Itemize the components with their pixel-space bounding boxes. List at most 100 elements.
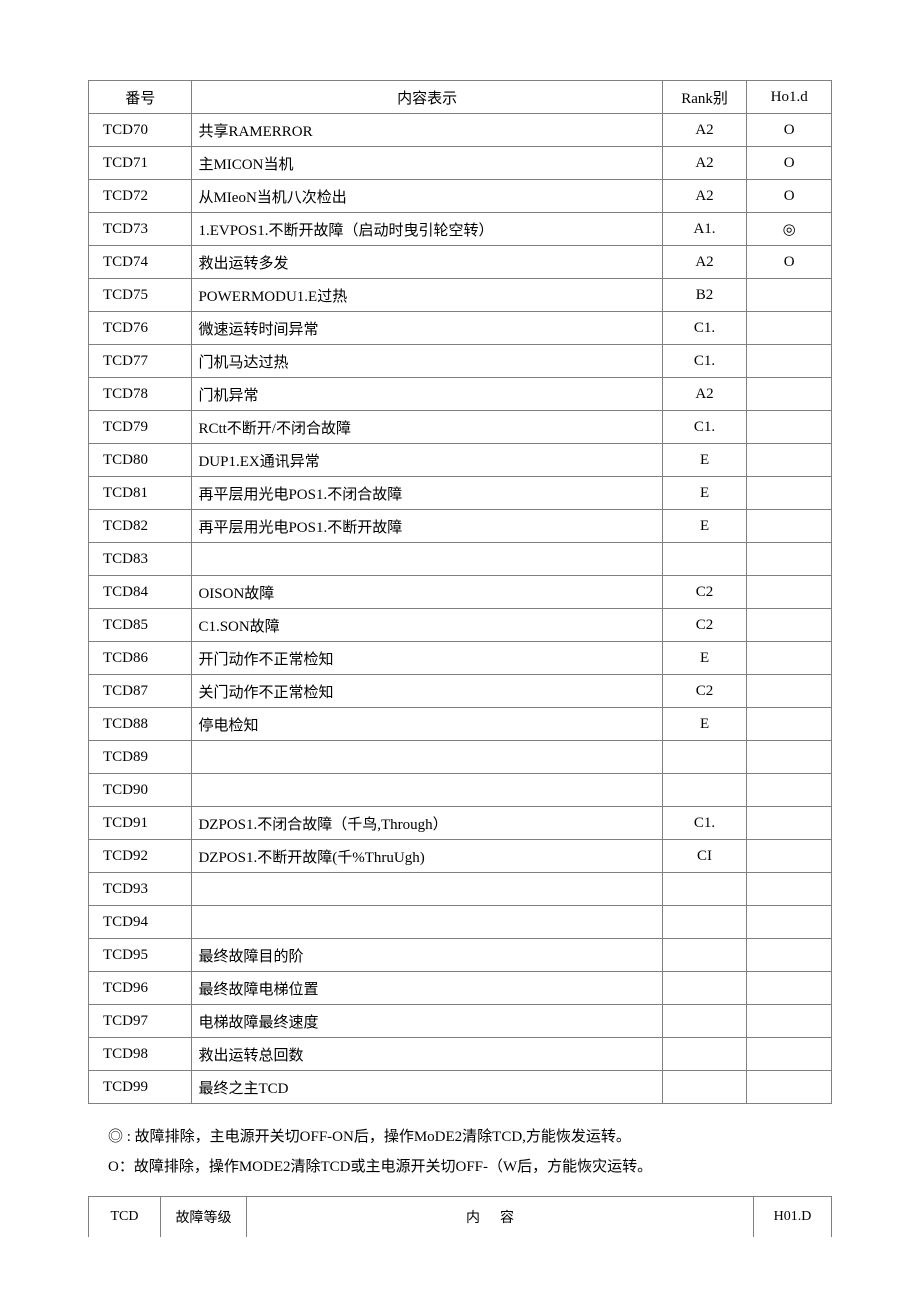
cell-rank: C1. bbox=[662, 312, 747, 345]
cell-hold bbox=[747, 873, 832, 906]
cell-hold bbox=[747, 972, 832, 1005]
cell-hold bbox=[747, 378, 832, 411]
table-row: TCD80DUP1.EX通讯异常E bbox=[89, 444, 832, 477]
cell-id: TCD94 bbox=[89, 906, 192, 939]
cell-rank bbox=[662, 1005, 747, 1038]
cell-rank: E bbox=[662, 477, 747, 510]
cell-hold bbox=[747, 774, 832, 807]
cell-rank bbox=[662, 972, 747, 1005]
cell-rank: A2 bbox=[662, 114, 747, 147]
cell-rank: A2 bbox=[662, 147, 747, 180]
cell-id: TCD71 bbox=[89, 147, 192, 180]
col2-content: 内容 bbox=[247, 1197, 754, 1238]
table-row: TCD99最终之主TCD bbox=[89, 1071, 832, 1104]
cell-desc: 最终之主TCD bbox=[192, 1071, 662, 1104]
cell-id: TCD80 bbox=[89, 444, 192, 477]
cell-id: TCD75 bbox=[89, 279, 192, 312]
cell-id: TCD95 bbox=[89, 939, 192, 972]
cell-rank: B2 bbox=[662, 279, 747, 312]
cell-id: TCD78 bbox=[89, 378, 192, 411]
table-row: TCD83 bbox=[89, 543, 832, 576]
table-row: TCD97电梯故障最终速度 bbox=[89, 1005, 832, 1038]
cell-desc: 从MIeoN当机八次检出 bbox=[192, 180, 662, 213]
cell-desc: C1.SON故障 bbox=[192, 609, 662, 642]
cell-rank bbox=[662, 543, 747, 576]
cell-id: TCD85 bbox=[89, 609, 192, 642]
cell-hold bbox=[747, 1005, 832, 1038]
cell-hold bbox=[747, 741, 832, 774]
table-row: TCD88停电检知E bbox=[89, 708, 832, 741]
col2-hold: H01.D bbox=[754, 1197, 832, 1238]
table-row: TCD82再平层用光电POS1.不断开故障E bbox=[89, 510, 832, 543]
note-line-1: ◎ : 故障排除，主电源开关切OFF-ON后，操作MoDE2清除TCD,方能恢发… bbox=[108, 1122, 832, 1152]
cell-rank bbox=[662, 1038, 747, 1071]
cell-rank bbox=[662, 741, 747, 774]
table-row: TCD91DZPOS1.不闭合故障（千鸟,Through）C1. bbox=[89, 807, 832, 840]
table-row: TCD81再平层用光电POS1.不闭合故障E bbox=[89, 477, 832, 510]
cell-desc: DUP1.EX通讯异常 bbox=[192, 444, 662, 477]
table-row: TCD96最终故障电梯位置 bbox=[89, 972, 832, 1005]
cell-rank: C2 bbox=[662, 576, 747, 609]
col-header-desc: 内容表示 bbox=[192, 81, 662, 114]
cell-hold bbox=[747, 312, 832, 345]
cell-hold bbox=[747, 510, 832, 543]
cell-hold bbox=[747, 1071, 832, 1104]
cell-rank bbox=[662, 873, 747, 906]
cell-id: TCD84 bbox=[89, 576, 192, 609]
cell-id: TCD96 bbox=[89, 972, 192, 1005]
cell-desc bbox=[192, 741, 662, 774]
cell-id: TCD83 bbox=[89, 543, 192, 576]
table-row: TCD77门机马达过热C1. bbox=[89, 345, 832, 378]
cell-hold: O bbox=[747, 114, 832, 147]
cell-desc: POWERMODU1.E过热 bbox=[192, 279, 662, 312]
notes-block: ◎ : 故障排除，主电源开关切OFF-ON后，操作MoDE2清除TCD,方能恢发… bbox=[88, 1122, 832, 1182]
cell-id: TCD88 bbox=[89, 708, 192, 741]
cell-hold bbox=[747, 708, 832, 741]
cell-desc: 再平层用光电POS1.不断开故障 bbox=[192, 510, 662, 543]
cell-id: TCD86 bbox=[89, 642, 192, 675]
cell-desc: DZPOS1.不断开故障(千%ThruUgh) bbox=[192, 840, 662, 873]
cell-rank: E bbox=[662, 444, 747, 477]
table-row: TCD72从MIeoN当机八次检出A2O bbox=[89, 180, 832, 213]
cell-id: TCD97 bbox=[89, 1005, 192, 1038]
cell-desc: OISON故障 bbox=[192, 576, 662, 609]
col-header-hold: Ho1.d bbox=[747, 81, 832, 114]
col2-level: 故障等级 bbox=[161, 1197, 247, 1238]
cell-hold bbox=[747, 906, 832, 939]
cell-rank bbox=[662, 906, 747, 939]
cell-rank: E bbox=[662, 510, 747, 543]
cell-hold: O bbox=[747, 246, 832, 279]
table-row: TCD86开门动作不正常检知E bbox=[89, 642, 832, 675]
note-line-2: O：故障排除，操作MODE2清除TCD或主电源开关切OFF-（W后，方能恢灾运转… bbox=[108, 1152, 832, 1182]
cell-id: TCD93 bbox=[89, 873, 192, 906]
cell-rank: CI bbox=[662, 840, 747, 873]
cell-id: TCD73 bbox=[89, 213, 192, 246]
table-row: TCD95最终故障目的阶 bbox=[89, 939, 832, 972]
cell-desc bbox=[192, 873, 662, 906]
cell-hold bbox=[747, 345, 832, 378]
table-row: TCD90 bbox=[89, 774, 832, 807]
cell-rank: C2 bbox=[662, 675, 747, 708]
table-row: TCD85C1.SON故障C2 bbox=[89, 609, 832, 642]
cell-rank: A2 bbox=[662, 378, 747, 411]
cell-id: TCD81 bbox=[89, 477, 192, 510]
cell-hold bbox=[747, 675, 832, 708]
cell-desc: RCtt不断开/不闭合故障 bbox=[192, 411, 662, 444]
cell-hold bbox=[747, 576, 832, 609]
cell-desc: 开门动作不正常检知 bbox=[192, 642, 662, 675]
cell-id: TCD89 bbox=[89, 741, 192, 774]
cell-desc: 共享RAMERROR bbox=[192, 114, 662, 147]
cell-hold: O bbox=[747, 180, 832, 213]
cell-desc: 救出运转多发 bbox=[192, 246, 662, 279]
cell-desc: 1.EVPOS1.不断开故障（启动时曳引轮空转） bbox=[192, 213, 662, 246]
cell-hold bbox=[747, 279, 832, 312]
cell-id: TCD74 bbox=[89, 246, 192, 279]
table-header-row: 番号 内容表示 Rank别 Ho1.d bbox=[89, 81, 832, 114]
table-row: TCD94 bbox=[89, 906, 832, 939]
cell-desc: 最终故障电梯位置 bbox=[192, 972, 662, 1005]
cell-desc: 停电检知 bbox=[192, 708, 662, 741]
cell-rank: A1. bbox=[662, 213, 747, 246]
cell-id: TCD82 bbox=[89, 510, 192, 543]
cell-rank: C1. bbox=[662, 411, 747, 444]
table-row: TCD93 bbox=[89, 873, 832, 906]
